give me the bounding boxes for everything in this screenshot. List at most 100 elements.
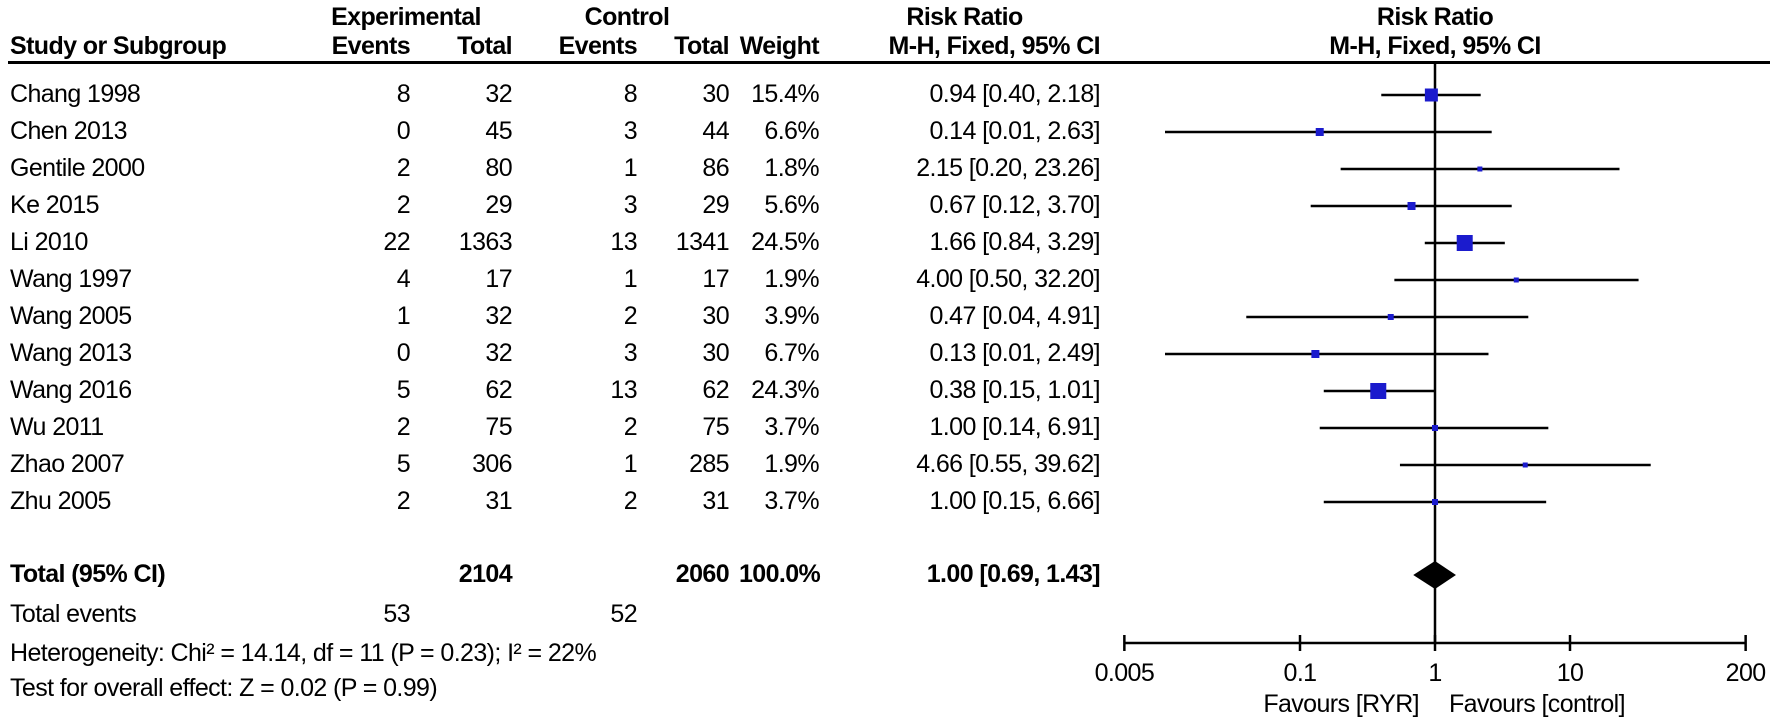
- exp-total-value: 80: [485, 154, 512, 182]
- risk-ratio-ci-value: 0.38 [0.15, 1.01]: [929, 376, 1100, 404]
- effect-marker: [1424, 88, 1438, 102]
- study-row: Wang 2005 1 32 2 30 3.9% 0.47 [0.04, 4.9…: [0, 298, 1120, 335]
- study-name: Zhao 2007: [10, 450, 125, 478]
- ctrl-total-value: 86: [702, 154, 729, 182]
- exp-total-value: 75: [485, 413, 512, 441]
- col-header-weight: Weight: [739, 32, 820, 60]
- study-row: Zhu 2005 2 31 2 31 3.7% 1.00 [0.15, 6.66…: [0, 483, 1120, 520]
- weight-value: 24.5%: [751, 228, 819, 256]
- exp-total-value: 29: [485, 191, 512, 219]
- exp-total-value: 306: [472, 450, 513, 478]
- ctrl-events-value: 2: [623, 487, 638, 515]
- col-header-effect: M-H, Fixed, 95% CI: [888, 32, 1101, 60]
- total-events-row: Total events 53 52: [0, 596, 1120, 633]
- study-row: Wang 2013 0 32 3 30 6.7% 0.13 [0.01, 2.4…: [0, 335, 1120, 372]
- study-name: Ke 2015: [10, 191, 100, 219]
- exp-events-value: 0: [396, 339, 411, 367]
- total-events-exp: 53: [383, 600, 410, 628]
- weight-value: 1.9%: [764, 265, 819, 293]
- header-risk-ratio-plot: Risk Ratio: [1376, 3, 1494, 31]
- col-header-study: Study or Subgroup: [10, 32, 227, 60]
- study-name: Li 2010: [10, 228, 88, 256]
- total-label: Total (95% CI): [10, 560, 166, 588]
- effect-marker: [1477, 166, 1483, 172]
- exp-events-value: 0: [396, 117, 411, 145]
- axis-tick-label: 200: [1726, 659, 1766, 687]
- ctrl-events-value: 13: [610, 376, 637, 404]
- col-header-ctrl-events: Events: [558, 32, 638, 60]
- study-row: Wang 2016 5 62 13 62 24.3% 0.38 [0.15, 1…: [0, 372, 1120, 409]
- weight-value: 1.8%: [764, 154, 819, 182]
- exp-events-value: 1: [396, 302, 411, 330]
- exp-events-value: 2: [396, 154, 411, 182]
- study-row: Chen 2013 0 45 3 44 6.6% 0.14 [0.01, 2.6…: [0, 113, 1120, 150]
- exp-total-value: 32: [485, 80, 512, 108]
- study-name: Gentile 2000: [10, 154, 145, 182]
- exp-total-value: 17: [485, 265, 512, 293]
- weight-value: 6.6%: [764, 117, 819, 145]
- ctrl-events-value: 8: [623, 80, 638, 108]
- exp-events-value: 5: [396, 450, 411, 478]
- weight-value: 15.4%: [751, 80, 819, 108]
- exp-total-value: 1363: [458, 228, 513, 256]
- exp-events-value: 22: [383, 228, 410, 256]
- pooled-diamond: [1413, 561, 1456, 589]
- exp-total-value: 32: [485, 302, 512, 330]
- total-row: Total (95% CI) 2104 2060 100.0% 1.00 [0.…: [0, 556, 1120, 593]
- exp-total-value: 31: [485, 487, 512, 515]
- effect-marker: [1370, 383, 1387, 399]
- total-events-label: Total events: [10, 600, 137, 628]
- overall-effect-text: Test for overall effect: Z = 0.02 (P = 0…: [10, 674, 438, 702]
- favours-right-label: Favours [control]: [1449, 690, 1625, 718]
- favours-left-label: Favours [RYR]: [1263, 690, 1419, 718]
- effect-marker: [1315, 128, 1324, 136]
- study-row: Ke 2015 2 29 3 29 5.6% 0.67 [0.12, 3.70]: [0, 187, 1120, 224]
- plot-header-method: M-H, Fixed, 95% CI: [1329, 32, 1541, 60]
- effect-marker: [1432, 499, 1438, 505]
- risk-ratio-ci-value: 0.14 [0.01, 2.63]: [929, 117, 1100, 145]
- ctrl-events-value: 3: [623, 339, 638, 367]
- study-row: Gentile 2000 2 80 1 86 1.8% 2.15 [0.20, …: [0, 150, 1120, 187]
- effect-marker: [1513, 277, 1519, 283]
- ctrl-total-value: 30: [702, 302, 729, 330]
- weight-value: 5.6%: [764, 191, 819, 219]
- ctrl-events-value: 13: [610, 228, 637, 256]
- header-risk-ratio-text: Risk Ratio: [906, 3, 1023, 31]
- risk-ratio-ci-value: 0.13 [0.01, 2.49]: [929, 339, 1100, 367]
- effect-marker: [1407, 202, 1416, 210]
- ctrl-events-value: 1: [623, 450, 638, 478]
- header-experimental-group: Experimental: [331, 3, 481, 31]
- effect-marker: [1522, 462, 1528, 468]
- ctrl-total-value: 17: [702, 265, 729, 293]
- exp-events-value: 2: [396, 413, 411, 441]
- study-row: Chang 1998 8 32 8 30 15.4% 0.94 [0.40, 2…: [0, 76, 1120, 113]
- weight-value: 6.7%: [764, 339, 819, 367]
- exp-events-value: 2: [396, 191, 411, 219]
- ctrl-events-value: 1: [623, 265, 638, 293]
- axis-tick-label: 1: [1428, 659, 1441, 687]
- exp-total-value: 62: [485, 376, 512, 404]
- study-name: Chen 2013: [10, 117, 128, 145]
- ctrl-total-value: 62: [702, 376, 729, 404]
- total-weight: 100.0%: [739, 560, 821, 588]
- risk-ratio-ci-value: 4.00 [0.50, 32.20]: [916, 265, 1100, 293]
- ctrl-events-value: 1: [623, 154, 638, 182]
- study-name: Wang 2016: [10, 376, 132, 404]
- ctrl-total-value: 1341: [675, 228, 730, 256]
- col-header-exp-total: Total: [457, 32, 512, 60]
- effect-marker: [1387, 314, 1394, 320]
- study-name: Wang 2005: [10, 302, 132, 330]
- weight-value: 3.9%: [764, 302, 819, 330]
- exp-events-value: 2: [396, 487, 411, 515]
- risk-ratio-ci-value: 1.00 [0.14, 6.91]: [929, 413, 1100, 441]
- ctrl-total-value: 30: [702, 80, 729, 108]
- exp-total-value: 32: [485, 339, 512, 367]
- risk-ratio-ci-value: 1.66 [0.84, 3.29]: [929, 228, 1100, 256]
- study-name: Wang 1997: [10, 265, 132, 293]
- study-name: Zhu 2005: [10, 487, 111, 515]
- col-header-ctrl-total: Total: [674, 32, 729, 60]
- risk-ratio-ci-value: 0.47 [0.04, 4.91]: [929, 302, 1100, 330]
- ctrl-total-value: 44: [702, 117, 729, 145]
- study-row: Zhao 2007 5 306 1 285 1.9% 4.66 [0.55, 3…: [0, 446, 1120, 483]
